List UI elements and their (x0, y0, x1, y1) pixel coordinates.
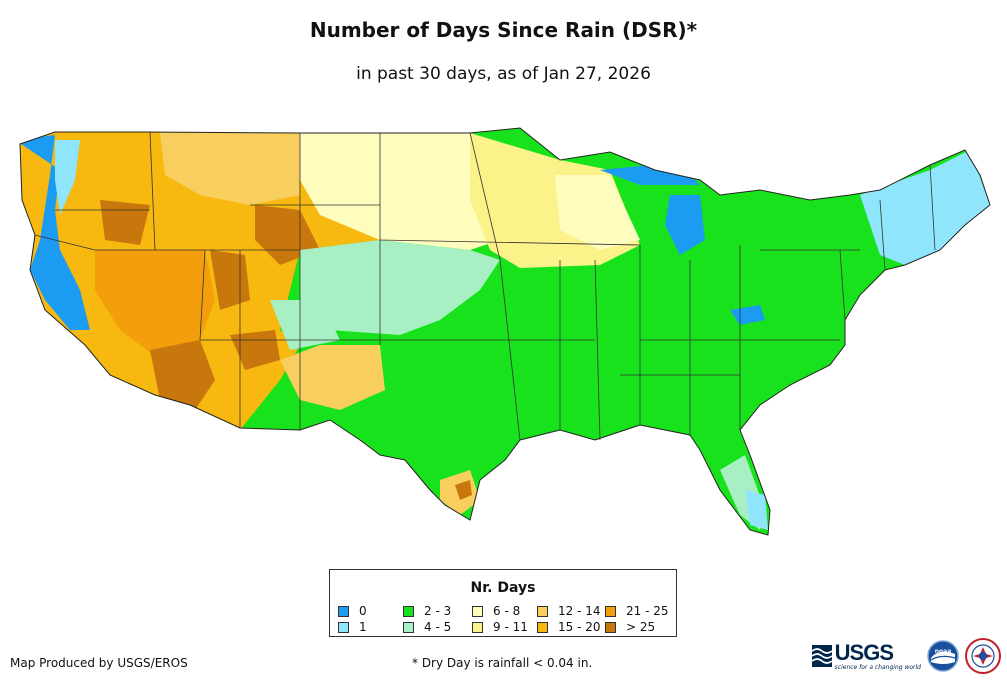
map-title: Number of Days Since Rain (DSR)* (309, 18, 698, 42)
usgs-wave-icon (811, 645, 832, 667)
legend-swatch (537, 606, 548, 617)
state-borders (34, 131, 936, 441)
credit-text: Map Produced by USGS/EROS (10, 656, 188, 670)
legend-swatch (605, 606, 616, 617)
legend-swatch (403, 606, 414, 617)
legend-swatch (472, 622, 483, 633)
legend-item-0: 0 (338, 604, 367, 618)
region-plains-4-5 (300, 240, 500, 335)
legend-item-8: 21 - 25 (605, 604, 669, 618)
usgs-logo: USGS science for a changing world (811, 639, 921, 671)
legend-title: Nr. Days (470, 580, 536, 596)
region-co-4-5 (270, 300, 340, 350)
legend-swatch (605, 622, 616, 633)
noaa-logo-text: noaa (935, 648, 952, 655)
dry-day-note: * Dry Day is rainfall < 0.04 in. (412, 656, 593, 670)
legend-swatch (338, 622, 349, 633)
region-dakotas-6-8 (300, 133, 500, 250)
legend-swatch (338, 606, 349, 617)
legend-item-7: 15 - 20 (537, 620, 601, 634)
usgs-tagline: science for a changing world (834, 663, 921, 671)
legend-swatch (403, 622, 414, 633)
usgs-wordmark: USGS (834, 639, 894, 665)
region-mt-12-14 (160, 132, 300, 205)
legend-swatch (472, 606, 483, 617)
legend-item-6: 12 - 14 (537, 604, 601, 618)
region-mi-0 (665, 195, 705, 255)
region-mi-up-0 (600, 165, 700, 185)
legend-item-4: 6 - 8 (472, 604, 520, 618)
legend-item-1: 1 (338, 620, 367, 634)
us-outline (19, 127, 991, 536)
region-va-0 (730, 305, 765, 325)
agency-logos: USGS science for a changing world noaa (811, 636, 1001, 676)
region-tx-coast-gt25 (455, 480, 472, 500)
region-pnw-0 (20, 135, 90, 330)
region-fl-1 (745, 490, 768, 530)
legend-item-2: 2 - 3 (403, 604, 451, 618)
region-id-gt25 (100, 200, 150, 245)
us-dsr-map (19, 127, 991, 536)
region-ne-1 (860, 150, 990, 265)
nws-logo-icon (965, 638, 1001, 674)
legend-item-3: 4 - 5 (403, 620, 451, 634)
region-basin-21-25 (95, 250, 215, 360)
region-pnw-1 (55, 140, 80, 215)
legend: Nr. Days 0 1 2 - 3 4 - 5 6 - 8 9 - 11 12… (329, 569, 677, 637)
region-sw-gt25 (150, 340, 215, 410)
map-subtitle: in past 30 days, as of Jan 27, 2026 (356, 64, 651, 84)
legend-swatch (537, 622, 548, 633)
legend-item-9: > 25 (605, 620, 655, 634)
region-wi-6-8 (555, 175, 640, 250)
region-nm-12-14 (280, 345, 385, 410)
noaa-logo-icon: noaa (927, 640, 959, 672)
legend-item-5: 9 - 11 (472, 620, 528, 634)
